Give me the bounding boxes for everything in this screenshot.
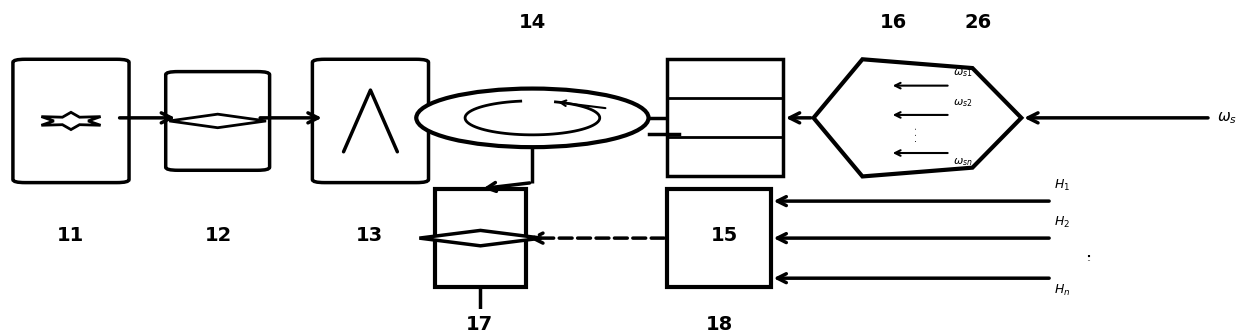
Text: $\omega_s$: $\omega_s$ bbox=[1217, 110, 1237, 126]
Circle shape bbox=[416, 89, 648, 147]
Text: 13: 13 bbox=[357, 225, 383, 245]
Bar bbox=[667, 59, 783, 176]
Bar bbox=[435, 189, 527, 288]
FancyBboxPatch shape bbox=[312, 59, 429, 183]
Polygon shape bbox=[170, 114, 266, 128]
Text: 15: 15 bbox=[711, 225, 738, 245]
Polygon shape bbox=[41, 112, 100, 129]
Text: 12: 12 bbox=[204, 225, 232, 245]
Text: 26: 26 bbox=[965, 13, 992, 32]
Text: $\omega_{s1}$: $\omega_{s1}$ bbox=[953, 68, 973, 79]
Bar bbox=[667, 189, 771, 288]
Text: 16: 16 bbox=[880, 13, 907, 32]
Polygon shape bbox=[814, 59, 1021, 176]
Text: $\omega_{s2}$: $\omega_{s2}$ bbox=[953, 97, 973, 109]
Text: $\omega_{sn}$: $\omega_{sn}$ bbox=[953, 156, 973, 168]
Text: $H_n$: $H_n$ bbox=[1054, 283, 1070, 298]
Polygon shape bbox=[419, 230, 541, 246]
Text: · · ·: · · · bbox=[912, 126, 923, 141]
FancyBboxPatch shape bbox=[12, 59, 129, 183]
Text: 18: 18 bbox=[706, 315, 733, 332]
FancyBboxPatch shape bbox=[166, 72, 270, 170]
Text: $H_1$: $H_1$ bbox=[1054, 178, 1070, 194]
Text: $H_2$: $H_2$ bbox=[1054, 215, 1070, 230]
Text: 11: 11 bbox=[57, 225, 84, 245]
Text: 17: 17 bbox=[466, 315, 493, 332]
Text: 14: 14 bbox=[519, 13, 546, 32]
